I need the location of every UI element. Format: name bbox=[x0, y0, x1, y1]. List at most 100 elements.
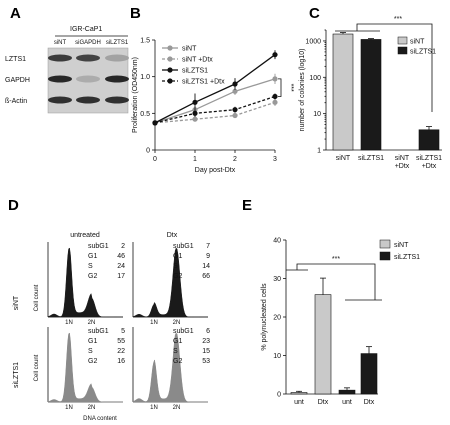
y-axis-label: Proliferation (OD450nm) bbox=[132, 57, 139, 133]
phase-value-g1: 55 bbox=[117, 338, 125, 345]
band-r0-l2 bbox=[105, 54, 129, 62]
series-line-1 bbox=[154, 101, 276, 124]
data-point bbox=[232, 88, 238, 94]
significance-label: *** bbox=[394, 16, 402, 23]
band-r2-l2 bbox=[105, 96, 129, 104]
y-tick-label: 10 bbox=[273, 353, 281, 360]
phase-label-g2: G2 bbox=[88, 273, 97, 280]
category-label: siNT bbox=[395, 155, 410, 162]
legend-swatch-0 bbox=[379, 239, 391, 249]
phase-value-g2: 53 bbox=[202, 358, 210, 365]
legend-swatch-0 bbox=[397, 36, 408, 45]
band-r2-l0 bbox=[48, 96, 72, 104]
panel-label-b: B bbox=[130, 5, 141, 22]
band-r1-l2 bbox=[105, 75, 129, 83]
x-axis-label: Day post-Dtx bbox=[195, 167, 236, 174]
phase-label-g1: G1 bbox=[88, 338, 97, 345]
legend-label-1: siNT +Dtx bbox=[182, 57, 213, 64]
x-label-dna: DNA content bbox=[83, 416, 117, 422]
data-point bbox=[272, 93, 278, 100]
category-label: +Dtx bbox=[395, 163, 410, 170]
y-tick-label: 0.5 bbox=[140, 111, 150, 118]
data-point bbox=[272, 76, 278, 82]
phase-value-s: 24 bbox=[117, 263, 125, 270]
legend-label-0: siNT bbox=[394, 242, 409, 249]
data-point bbox=[192, 116, 198, 122]
row-label-silzts1: siLZTS1 bbox=[13, 362, 20, 388]
x-tick-label: 2 bbox=[233, 156, 237, 163]
histogram-shape bbox=[132, 247, 208, 318]
data-point bbox=[232, 81, 238, 87]
series-line-2 bbox=[154, 54, 276, 124]
legend-marker-3 bbox=[167, 78, 173, 84]
category-label: siNT bbox=[336, 155, 351, 162]
y-axis-label: number of colonies (log10) bbox=[299, 49, 306, 132]
bar bbox=[332, 33, 354, 151]
legend-label-3: siLZTS1 +Dtx bbox=[182, 79, 225, 86]
phase-label-g2: G2 bbox=[173, 273, 182, 280]
y-tick-label: 1.0 bbox=[140, 74, 150, 81]
phase-label-s: S bbox=[173, 263, 178, 270]
y-tick-label: 1000 bbox=[305, 38, 321, 45]
band-r0-l1 bbox=[76, 54, 100, 62]
legend-label-0: siNT bbox=[410, 39, 425, 46]
significance-bracket bbox=[278, 78, 282, 97]
y-tick-label: 0 bbox=[146, 148, 150, 155]
data-point bbox=[272, 52, 278, 58]
panel-label-c: C bbox=[309, 5, 320, 22]
y-tick-label: 0 bbox=[277, 392, 281, 399]
phase-value-s: 22 bbox=[117, 348, 125, 355]
phase-label-subg1: subG1 bbox=[173, 328, 194, 335]
row-label-gapdh: GAPDH bbox=[5, 77, 30, 84]
data-point bbox=[192, 110, 198, 116]
legend-label-1: siLZTS1 bbox=[394, 254, 420, 261]
legend-swatch-1 bbox=[397, 46, 408, 55]
phase-value-subg1: 5 bbox=[121, 328, 125, 335]
peak-label-2n: 2N bbox=[88, 405, 96, 411]
data-point bbox=[192, 99, 198, 105]
y-tick-label: 1 bbox=[317, 148, 321, 155]
y-axis-label: % polynucleated cells bbox=[261, 283, 268, 351]
western-blot: IGR-CaP1 siNT siGAPDH siLZTS1 LZTS1 GAPD… bbox=[5, 26, 129, 114]
phase-label-subg1: subG1 bbox=[88, 328, 109, 335]
phase-label-g1: G1 bbox=[173, 338, 182, 345]
bar bbox=[314, 294, 332, 395]
band-r2-l1 bbox=[76, 96, 100, 104]
panel-label-d: D bbox=[8, 197, 19, 214]
data-point bbox=[232, 112, 238, 119]
histogram-shape bbox=[132, 332, 208, 403]
phase-value-g2: 66 bbox=[202, 273, 210, 280]
y-tick-label: 30 bbox=[273, 276, 281, 283]
category-label: unt bbox=[294, 399, 304, 406]
peak-label-1n: 1N bbox=[65, 320, 73, 326]
phase-value-s: 14 bbox=[202, 263, 210, 270]
phase-label-g1: G1 bbox=[88, 253, 97, 260]
data-point bbox=[152, 120, 158, 126]
panel-label-e: E bbox=[242, 197, 252, 214]
cell-line-label: IGR-CaP1 bbox=[70, 26, 102, 33]
polynucleated-chart: 0 10 20 30 40 % polynucleated cells unt Dtx unt D… bbox=[261, 238, 420, 407]
column-label-untreated: untreated bbox=[70, 232, 100, 239]
phase-value-subg1: 2 bbox=[121, 243, 125, 250]
bar bbox=[360, 353, 378, 395]
phase-value-g1: 46 bbox=[117, 253, 125, 260]
phase-label-g1: G1 bbox=[173, 253, 182, 260]
bar bbox=[338, 389, 356, 395]
significance-label: *** bbox=[287, 84, 294, 92]
x-tick-label: 0 bbox=[153, 156, 157, 163]
peak-label-2n: 2N bbox=[173, 405, 181, 411]
phase-value-g2: 16 bbox=[117, 358, 125, 365]
peak-label-1n: 1N bbox=[150, 320, 158, 326]
series-line-0 bbox=[154, 78, 276, 124]
phase-value-g1: 9 bbox=[206, 253, 210, 260]
lane-label-sigapdh: siGAPDH bbox=[75, 40, 101, 46]
legend-label-0: siNT bbox=[182, 46, 197, 53]
y-tick-label: 1.5 bbox=[140, 38, 150, 45]
band-r0-l0 bbox=[48, 54, 72, 62]
phase-label-s: S bbox=[88, 263, 93, 270]
band-r1-l1 bbox=[76, 75, 100, 83]
category-label: siLZTS1 bbox=[358, 155, 384, 162]
y-label-cellcount-bottom: Cell count bbox=[34, 354, 40, 381]
band-r1-l0 bbox=[48, 75, 72, 83]
